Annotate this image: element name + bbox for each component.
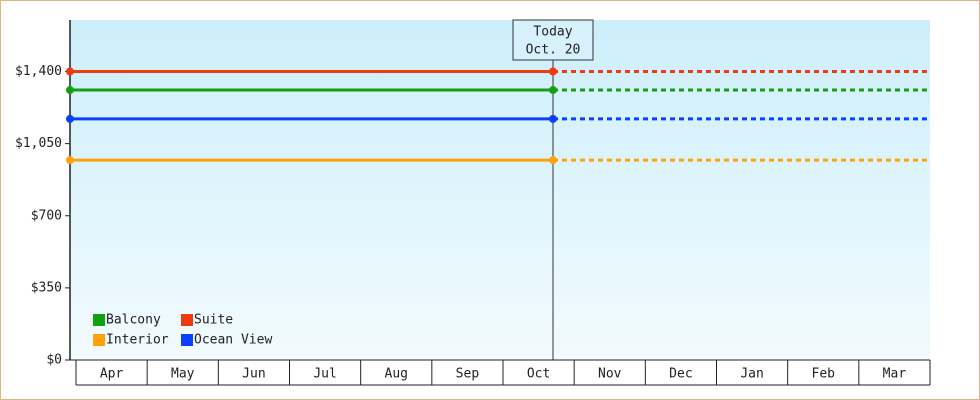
legend-swatch	[93, 334, 105, 346]
legend-label: Interior	[106, 333, 169, 348]
legend-swatch	[181, 314, 193, 326]
price-point	[66, 67, 74, 76]
y-tick-label: $0	[46, 353, 62, 368]
price-point	[549, 67, 557, 76]
y-tick-label: $700	[31, 208, 62, 223]
price-point	[66, 156, 74, 165]
today-box	[512, 19, 594, 61]
price-point	[66, 114, 74, 123]
x-tick-label: Mar	[883, 367, 907, 382]
today-label: Today	[533, 25, 572, 40]
x-tick-label: Dec	[669, 367, 692, 382]
price-point	[549, 156, 557, 165]
x-tick-label: Jul	[313, 367, 336, 382]
x-tick-label: Sep	[456, 367, 480, 382]
x-tick-label: Oct	[527, 367, 550, 382]
price-point	[549, 86, 557, 95]
x-tick-label: May	[171, 367, 195, 382]
x-tick-label: Aug	[385, 367, 408, 382]
x-tick-label: Feb	[812, 367, 836, 382]
legend-label: Suite	[194, 313, 233, 328]
legend-swatch	[93, 314, 105, 326]
legend-swatch	[181, 334, 193, 346]
x-tick-label: Jan	[740, 367, 763, 382]
y-tick-label: $1,400	[15, 64, 62, 79]
price-point	[549, 114, 557, 123]
today-date: Oct. 20	[526, 43, 581, 58]
legend-label: Balcony	[106, 313, 161, 328]
plot-area	[70, 20, 930, 360]
x-tick-label: Nov	[598, 367, 622, 382]
y-tick-label: $350	[31, 280, 62, 295]
price-point	[66, 86, 74, 95]
y-tick-label: $1,050	[15, 136, 62, 151]
legend-label: Ocean View	[194, 333, 272, 348]
x-tick-label: Jun	[242, 367, 265, 382]
x-tick-label: Apr	[100, 367, 124, 382]
